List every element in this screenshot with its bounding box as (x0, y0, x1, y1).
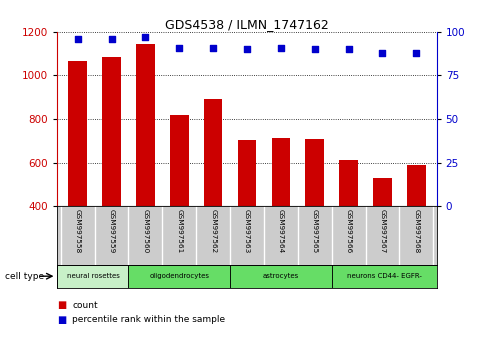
Point (74, 36, 82, 42)
Bar (129, 265, 230, 288)
Text: percentile rank within the sample: percentile rank within the sample (72, 315, 226, 324)
Text: GSM997564: GSM997564 (278, 209, 284, 253)
Bar (305, 139, 324, 293)
Bar (57, 265, 129, 288)
Point (175, 45, 183, 50)
Bar (332, 265, 437, 288)
Text: oligodendrocytes: oligodendrocytes (149, 273, 209, 279)
Text: astrocytes: astrocytes (263, 273, 299, 279)
Point (209, 45, 217, 50)
Point (311, 46, 319, 52)
Bar (238, 140, 256, 293)
Text: neurons CD44- EGFR-: neurons CD44- EGFR- (347, 273, 422, 279)
Bar (230, 265, 332, 288)
Point (141, 34, 149, 40)
Text: ■: ■ (57, 315, 67, 325)
Bar (407, 165, 426, 293)
Point (412, 50, 420, 56)
Text: GSM997561: GSM997561 (176, 209, 182, 253)
Text: GSM997563: GSM997563 (244, 209, 250, 253)
Bar (339, 160, 358, 293)
Text: ■: ■ (57, 301, 67, 310)
Bar (102, 57, 121, 293)
Point (108, 36, 116, 42)
Text: GSM997559: GSM997559 (109, 209, 115, 253)
Text: GSM997566: GSM997566 (346, 209, 352, 253)
Text: count: count (72, 301, 98, 310)
Bar (136, 44, 155, 293)
Point (345, 46, 353, 52)
Text: cell type: cell type (5, 272, 44, 281)
Title: GDS4538 / ILMN_1747162: GDS4538 / ILMN_1747162 (165, 18, 329, 31)
Bar (373, 178, 392, 293)
Text: GSM997560: GSM997560 (142, 209, 148, 253)
Bar (271, 138, 290, 293)
Text: GSM997562: GSM997562 (210, 209, 216, 253)
Bar (170, 115, 189, 293)
Text: GSM997558: GSM997558 (75, 209, 81, 253)
Text: GSM997565: GSM997565 (312, 209, 318, 253)
Bar (204, 99, 223, 293)
Point (243, 46, 251, 52)
Point (277, 45, 285, 50)
Text: neural rosettes: neural rosettes (66, 273, 119, 279)
Bar (68, 61, 87, 293)
Text: GSM997568: GSM997568 (413, 209, 419, 253)
Text: GSM997567: GSM997567 (379, 209, 385, 253)
Point (378, 50, 386, 56)
